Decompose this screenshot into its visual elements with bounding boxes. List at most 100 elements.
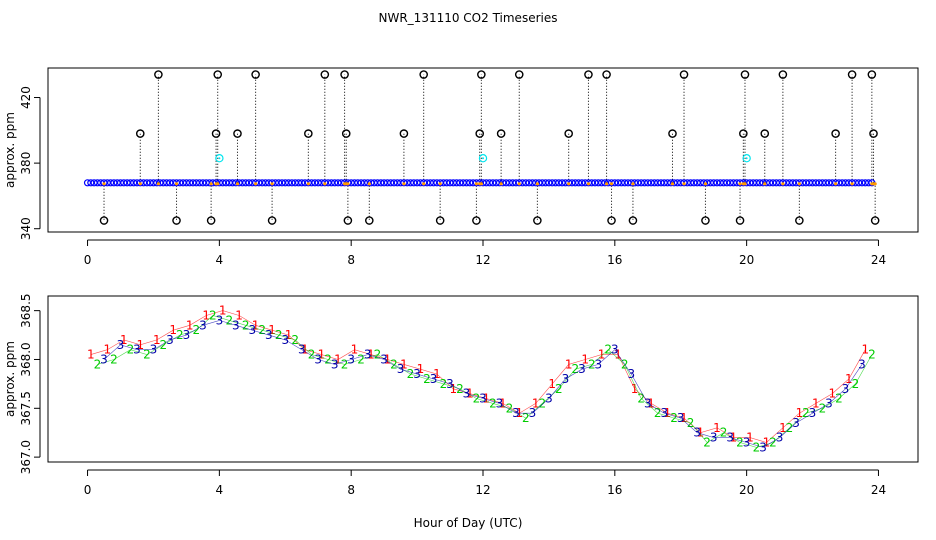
series-3-point: 3 — [792, 416, 800, 430]
series-1-point: 1 — [680, 411, 688, 425]
baseline-point — [647, 179, 655, 187]
outlier-point — [233, 129, 242, 138]
baseline-point — [288, 179, 296, 187]
baseline-point — [789, 179, 797, 187]
outlier-point — [679, 70, 689, 79]
cyan-point-center — [745, 157, 748, 160]
baseline-marker — [402, 182, 406, 186]
outlier-point — [365, 216, 374, 225]
series-1-point: 1 — [334, 353, 342, 367]
baseline-marker — [631, 182, 635, 186]
outlier-point — [154, 70, 163, 79]
series-3-point: 3 — [759, 440, 767, 454]
bottom-plot-frame — [47, 295, 919, 463]
series-3-point: 3 — [858, 357, 866, 371]
baseline-point — [456, 179, 464, 187]
baseline-point — [686, 179, 695, 187]
baseline-marker — [156, 182, 160, 186]
baseline-marker — [138, 182, 142, 186]
series-1-point: 1 — [598, 348, 606, 362]
outlier-point — [472, 216, 481, 225]
baseline-marker — [323, 182, 327, 186]
series-1-point: 1 — [828, 387, 836, 401]
baseline-point — [848, 179, 856, 187]
baseline-point — [499, 179, 507, 187]
baseline-marker — [422, 182, 426, 186]
series-1-point: 1 — [845, 372, 853, 386]
baseline-point — [327, 179, 335, 187]
baseline-point — [268, 179, 276, 187]
outlier-point — [514, 70, 524, 79]
outlier-point — [211, 129, 221, 138]
series-2-point: 2 — [225, 313, 233, 327]
bottom-y-tick-label: 367.5 — [19, 391, 33, 425]
series-3-point: 3 — [298, 343, 306, 357]
outlier-point — [795, 216, 804, 225]
series-1-point: 1 — [664, 406, 672, 420]
baseline-point — [486, 179, 494, 187]
series-3-point: 3 — [133, 343, 141, 357]
series-3-point: 3 — [117, 338, 125, 352]
series-2-point: 2 — [275, 328, 283, 342]
baseline-point — [126, 179, 134, 187]
series-2-point: 2 — [374, 348, 382, 362]
series-1-point: 1 — [697, 426, 705, 440]
series-3-point: 3 — [562, 372, 570, 386]
baseline-point — [334, 179, 342, 187]
series-2-point: 2 — [143, 348, 151, 362]
baseline-marker — [102, 182, 106, 186]
baseline-point — [571, 179, 579, 187]
baseline-point — [594, 179, 602, 187]
series-3-point: 3 — [710, 431, 718, 445]
series-3-point: 3 — [446, 377, 454, 391]
series-2-point: 2 — [654, 406, 662, 420]
baseline-point — [812, 179, 820, 187]
series-3-point: 3 — [413, 367, 421, 381]
baseline-point — [502, 179, 510, 187]
outlier-point — [135, 129, 145, 138]
outlier-point — [668, 129, 677, 138]
baseline-marker — [586, 182, 591, 186]
baseline-point — [143, 179, 151, 187]
series-1-point: 1 — [120, 333, 128, 347]
series-1-point: 1 — [285, 328, 293, 342]
series-2-point: 2 — [555, 382, 563, 396]
series-3-point: 3 — [380, 353, 388, 367]
series-3-point: 3 — [743, 436, 751, 450]
cyan-point — [215, 153, 224, 163]
series-1-point: 1 — [417, 362, 425, 376]
baseline-marker — [478, 182, 482, 186]
series-3-point: 3 — [232, 318, 240, 332]
series-1-point: 1 — [449, 382, 457, 396]
series-2-point: 2 — [670, 411, 678, 425]
outlier-point — [867, 70, 877, 79]
baseline-point — [558, 179, 566, 187]
baseline-point — [281, 179, 289, 187]
baseline-point — [627, 179, 635, 187]
series-2-point: 2 — [571, 362, 579, 376]
series-2-point: 2 — [835, 392, 843, 406]
bottom-y-tick-label: 368.5 — [19, 293, 33, 327]
series-1-line — [90, 310, 866, 443]
bottom-x-tick-label: 8 — [347, 483, 355, 497]
series-3-point: 3 — [314, 353, 322, 367]
series-1-point: 1 — [268, 323, 276, 337]
outlier-point — [740, 70, 750, 79]
series-3-point: 3 — [809, 406, 817, 420]
series-1-point: 1 — [103, 343, 111, 357]
series-2-point: 2 — [94, 357, 102, 371]
series-1-point: 1 — [169, 323, 177, 337]
series-3-point: 3 — [100, 353, 108, 367]
baseline-point — [228, 179, 237, 187]
series-2-point: 2 — [868, 348, 876, 362]
series-1-point: 1 — [482, 392, 490, 406]
series-2-line — [97, 315, 873, 448]
baseline-point — [252, 179, 260, 187]
bottom-x-tick-label: 20 — [739, 483, 754, 497]
outlier-point — [870, 216, 880, 225]
baseline-marker — [682, 182, 686, 186]
baseline-point — [113, 179, 121, 187]
series-2-point: 2 — [258, 323, 266, 337]
series-2-point: 2 — [703, 436, 711, 450]
baseline-point — [182, 179, 190, 187]
